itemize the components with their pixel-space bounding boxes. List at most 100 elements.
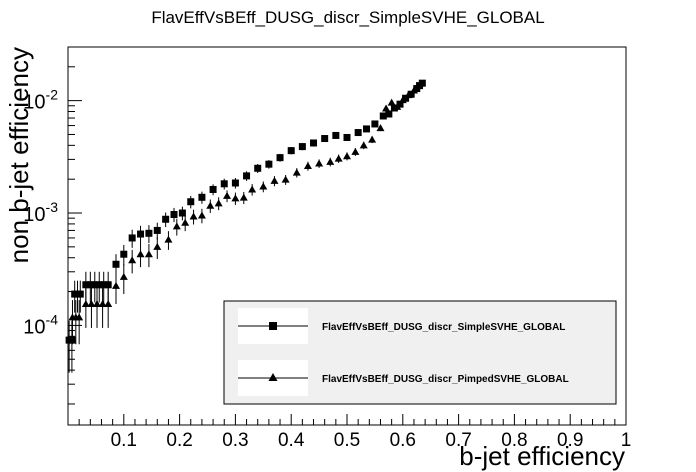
data-point-square — [178, 209, 186, 217]
data-point-square — [68, 336, 76, 344]
series-2 — [68, 86, 418, 345]
data-point-square — [231, 179, 239, 187]
data-point-square — [371, 120, 379, 128]
data-marks — [65, 79, 426, 373]
data-point-square — [187, 198, 195, 206]
x-tick-label: 0.1 — [111, 430, 137, 451]
data-point-square — [170, 211, 178, 219]
data-point-square — [162, 215, 170, 223]
data-point-triangle — [164, 235, 173, 243]
data-point-square — [76, 290, 84, 298]
data-point-square — [91, 281, 99, 289]
data-point-square — [287, 147, 295, 155]
data-point-triangle — [343, 152, 351, 160]
data-point-triangle — [144, 250, 153, 258]
y-tick-label: 10-2 — [23, 87, 58, 114]
data-point-square — [120, 250, 128, 258]
data-point-triangle — [197, 211, 206, 219]
data-point-square — [243, 172, 251, 180]
x-tick-label: 0.4 — [278, 430, 305, 451]
data-point-triangle — [181, 218, 190, 226]
data-point-triangle — [119, 272, 128, 280]
legend-entry-1: FlavEffVsBEff_DUSG_discr_SimpleSVHE_GLOB… — [322, 322, 565, 333]
data-point-triangle — [104, 300, 113, 308]
data-point-square — [112, 260, 120, 268]
data-point-square — [310, 139, 318, 147]
data-point-square — [321, 135, 329, 143]
data-point-triangle — [351, 147, 360, 155]
data-point-triangle — [368, 135, 377, 143]
data-point-square — [354, 129, 362, 137]
data-point-square — [104, 281, 112, 289]
x-tick-label: 0.9 — [557, 430, 583, 451]
data-point-square — [298, 143, 306, 151]
axes: 0.1 0.2 0.3 0.4 0.5 0.6 0.7 0.8 0.9 1 10-4 10-3 10-2 — [23, 46, 632, 451]
data-point-triangle — [111, 281, 120, 289]
legend-square-marker — [269, 322, 277, 330]
data-point-square — [276, 154, 284, 162]
data-point-triangle — [334, 154, 343, 162]
data-point-triangle — [398, 96, 407, 104]
data-point-triangle — [189, 212, 198, 220]
data-point-triangle — [172, 222, 181, 230]
data-point-triangle — [223, 191, 232, 199]
data-point-triangle — [81, 300, 90, 308]
legend-triangle-marker — [268, 373, 278, 381]
data-point-triangle — [292, 168, 301, 176]
data-point-triangle — [93, 300, 102, 308]
x-tick-label: 0.5 — [334, 430, 360, 451]
data-point-square — [385, 110, 393, 118]
series-1 — [65, 79, 426, 373]
data-point-triangle — [87, 300, 96, 308]
data-point-triangle — [248, 185, 257, 193]
data-point-square — [265, 160, 273, 168]
chart-title: FlavEffVsBEff_DUSG_discr_SimpleSVHE_GLOB… — [151, 8, 544, 27]
data-point-triangle — [281, 175, 290, 183]
data-point-square — [407, 90, 415, 98]
data-point-square — [332, 131, 340, 139]
data-point-triangle — [393, 102, 402, 110]
data-point-square — [145, 229, 153, 237]
data-point-square — [402, 94, 410, 102]
data-point-triangle — [128, 256, 137, 264]
data-point-triangle — [382, 104, 391, 112]
data-point-triangle — [259, 182, 268, 190]
data-point-square — [363, 125, 371, 133]
data-point-square — [82, 281, 90, 289]
data-point-square — [379, 112, 387, 120]
x-axis-label: b-jet efficiency — [459, 441, 625, 471]
data-point-square — [137, 230, 145, 238]
data-point-square — [209, 185, 217, 193]
data-point-square — [128, 234, 136, 242]
x-tick-label: 0.8 — [501, 430, 527, 451]
data-point-square — [95, 281, 103, 289]
data-point-square — [100, 281, 108, 289]
data-point-square — [220, 180, 228, 188]
data-point-square — [86, 281, 94, 289]
data-point-triangle — [387, 98, 396, 106]
data-point-square — [418, 79, 426, 87]
data-point-triangle — [231, 194, 240, 202]
x-tick-label: 0.2 — [166, 430, 192, 451]
data-point-triangle — [75, 313, 84, 321]
legend-entry-2: FlavEffVsBEff_DUSG_discr_PimpedSVHE_GLOB… — [322, 374, 569, 385]
legend: FlavEffVsBEff_DUSG_discr_SimpleSVHE_GLOB… — [223, 300, 617, 405]
data-point-triangle — [315, 159, 324, 167]
data-point-triangle — [326, 157, 335, 165]
data-point-square — [254, 164, 262, 172]
data-point-triangle — [376, 124, 385, 132]
data-point-triangle — [136, 250, 145, 258]
x-tick-label: 0.7 — [445, 430, 471, 451]
y-axis-label: non b-jet efficiency — [4, 47, 34, 263]
data-point-triangle — [409, 86, 418, 94]
x-tick-label: 1 — [621, 430, 632, 451]
data-point-triangle — [206, 201, 215, 209]
data-point-triangle — [404, 91, 413, 99]
data-point-square — [396, 100, 404, 108]
x-tick-label: 0.3 — [222, 430, 248, 451]
y-tick-label: 10-3 — [23, 199, 58, 226]
data-point-square — [198, 193, 206, 201]
data-point-triangle — [214, 199, 223, 207]
x-tick-label: 0.6 — [390, 430, 416, 451]
